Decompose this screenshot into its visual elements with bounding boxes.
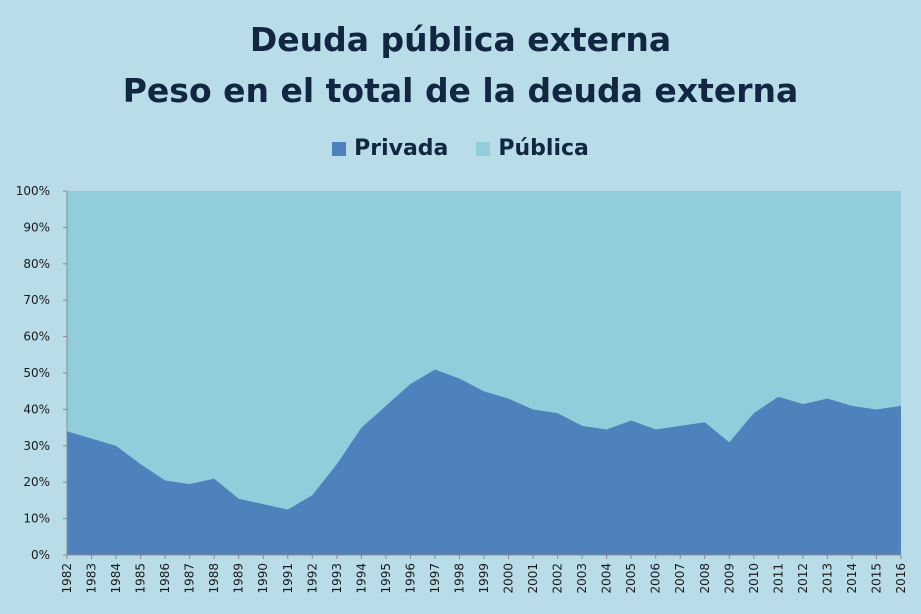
x-tick-label: 1985: [134, 563, 148, 594]
legend-swatch-privada: [332, 141, 347, 156]
y-tick-label: 90%: [23, 220, 50, 234]
legend-label-privada: Privada: [354, 136, 449, 161]
x-tick-label: 1991: [281, 563, 295, 594]
x-tick-label: 2011: [771, 563, 785, 594]
x-tick-label: 1993: [330, 563, 344, 594]
chart-title: Deuda pública externa: [249, 20, 672, 59]
x-tick-label: 2008: [698, 563, 712, 594]
x-tick-label: 2004: [600, 563, 614, 594]
x-tick-label: 2009: [722, 563, 736, 594]
x-tick-label: 2001: [526, 563, 540, 594]
x-tick-label: 1996: [403, 563, 417, 594]
x-tick-label: 2003: [575, 563, 589, 594]
x-tick-label: 1995: [379, 563, 393, 594]
x-tick-label: 2012: [796, 563, 810, 594]
area-series-privada: [67, 369, 901, 555]
y-tick-label: 80%: [23, 257, 50, 271]
y-tick-label: 20%: [23, 475, 50, 489]
legend-swatch-publica: [476, 141, 491, 156]
x-tick-label: 2002: [551, 563, 565, 594]
x-tick-label: 2014: [845, 563, 859, 594]
x-tick-label: 2016: [894, 563, 908, 594]
chart-subtitle: Peso en el total de la deuda externa: [122, 71, 799, 110]
y-tick-label: 100%: [16, 184, 50, 198]
x-tick-label: 2000: [502, 563, 516, 594]
y-tick-label: 0%: [31, 548, 50, 562]
x-tick-label: 2006: [649, 563, 663, 594]
x-tick-label: 1982: [60, 563, 74, 594]
x-tick-label: 1989: [232, 563, 246, 594]
x-tick-label: 1988: [207, 563, 221, 594]
x-tick-label: 1999: [477, 563, 491, 594]
x-tick-label: 1994: [354, 563, 368, 594]
x-tick-label: 1983: [85, 563, 99, 594]
x-tick-label: 1992: [305, 563, 319, 594]
y-tick-label: 30%: [23, 439, 50, 453]
y-tick-label: 50%: [23, 366, 50, 380]
x-tick-label: 1987: [183, 563, 197, 594]
legend: Privada Pública: [0, 136, 921, 161]
legend-item-privada: Privada: [332, 136, 448, 161]
x-tick-label: 2013: [820, 563, 834, 594]
y-tick-label: 60%: [23, 330, 50, 344]
y-tick-label: 70%: [23, 293, 50, 307]
area-series-pblica: [67, 191, 901, 510]
legend-item-publica: Pública: [476, 136, 589, 161]
y-tick-label: 10%: [23, 512, 50, 526]
x-tick-label: 1984: [109, 563, 123, 594]
x-tick-label: 1997: [428, 563, 442, 594]
x-tick-label: 2010: [747, 563, 761, 594]
x-tick-label: 2015: [869, 563, 883, 594]
x-tick-label: 2005: [624, 563, 638, 594]
y-tick-label: 40%: [23, 402, 50, 416]
x-tick-label: 1990: [256, 563, 270, 594]
x-tick-label: 1998: [452, 563, 466, 594]
x-tick-label: 2007: [673, 563, 687, 594]
x-tick-label: 1986: [158, 563, 172, 594]
legend-label-publica: Pública: [498, 136, 589, 161]
